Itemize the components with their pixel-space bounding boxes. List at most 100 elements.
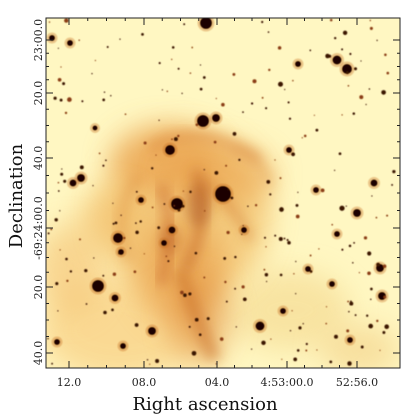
faint-star — [223, 256, 227, 260]
star — [353, 209, 361, 217]
faint-star — [261, 340, 266, 346]
faint-star — [347, 361, 352, 366]
faint-star — [191, 350, 197, 356]
faint-star — [54, 218, 58, 222]
faint-star — [376, 319, 379, 323]
faint-star — [367, 271, 371, 276]
faint-star — [151, 206, 154, 209]
star — [165, 145, 175, 155]
faint-star — [333, 169, 336, 172]
faint-star — [182, 190, 185, 192]
faint-star — [78, 238, 82, 241]
faint-star — [369, 19, 372, 22]
faint-star — [368, 88, 371, 90]
faint-star — [383, 264, 387, 268]
star — [286, 147, 292, 153]
faint-star — [92, 184, 94, 187]
faint-star — [352, 261, 354, 264]
faint-star — [341, 114, 343, 116]
faint-star — [392, 169, 396, 174]
faint-star — [279, 207, 284, 212]
faint-star — [62, 82, 66, 86]
faint-star — [358, 272, 360, 274]
faint-star — [134, 323, 139, 327]
faint-star — [360, 60, 362, 62]
faint-star — [354, 314, 357, 317]
y-tick-label: 23:00.0 — [32, 19, 45, 61]
star — [305, 266, 311, 272]
star — [197, 115, 209, 127]
faint-star — [274, 234, 277, 237]
x-tick-labels: 12.0 08.0 04.0 4:53:00.0 52:56.0 — [57, 376, 378, 389]
faint-star — [283, 237, 286, 240]
faint-star — [157, 226, 161, 230]
faint-star — [349, 52, 352, 56]
faint-star — [341, 248, 344, 251]
faint-star — [386, 71, 390, 75]
faint-star — [381, 90, 386, 95]
faint-star — [91, 72, 93, 75]
faint-star — [221, 102, 225, 107]
faint-star — [81, 100, 84, 103]
faint-star — [158, 62, 161, 65]
faint-star — [188, 325, 191, 328]
y-tick-label: 40.0 — [32, 341, 45, 366]
faint-star — [98, 152, 101, 155]
faint-star — [250, 348, 253, 350]
faint-star — [50, 228, 53, 231]
faint-star — [350, 300, 352, 303]
faint-star — [279, 177, 282, 180]
faint-star — [278, 236, 283, 242]
faint-star — [341, 48, 344, 51]
faint-star — [59, 249, 61, 251]
faint-star — [360, 345, 364, 349]
star — [120, 343, 126, 349]
faint-star — [334, 334, 338, 339]
faint-star — [347, 300, 350, 303]
faint-star — [260, 321, 263, 324]
faint-star — [334, 36, 337, 40]
faint-star — [161, 89, 164, 91]
faint-star — [315, 128, 319, 132]
faint-star — [64, 18, 69, 23]
faint-star — [124, 113, 127, 116]
faint-star — [103, 310, 107, 315]
faint-star — [195, 123, 199, 127]
star — [329, 281, 335, 287]
faint-star — [295, 214, 300, 219]
faint-star — [278, 81, 283, 87]
faint-star — [234, 255, 237, 259]
faint-star — [250, 102, 254, 105]
faint-star — [181, 204, 185, 208]
faint-star — [155, 359, 160, 363]
faint-star — [242, 111, 244, 113]
faint-star — [123, 236, 126, 240]
faint-star — [47, 232, 50, 235]
faint-star — [367, 251, 372, 256]
faint-star — [171, 138, 173, 141]
faint-star — [305, 342, 308, 346]
faint-star — [329, 18, 333, 22]
faint-star — [133, 270, 137, 274]
faint-star — [84, 268, 88, 273]
faint-star — [301, 137, 303, 139]
faint-star — [129, 247, 132, 249]
star — [69, 179, 77, 187]
faint-star — [203, 168, 205, 171]
faint-star — [215, 97, 217, 100]
faint-star — [370, 298, 372, 301]
faint-star — [53, 96, 57, 100]
faint-star — [191, 46, 194, 49]
faint-star — [103, 91, 106, 93]
faint-star — [318, 248, 320, 250]
faint-star — [146, 359, 149, 361]
star — [171, 198, 183, 210]
faint-star — [265, 246, 267, 248]
faint-star — [47, 337, 49, 340]
faint-star — [163, 203, 166, 205]
faint-star — [242, 297, 247, 302]
faint-star — [180, 290, 184, 295]
faint-star — [295, 260, 297, 263]
faint-star — [286, 238, 289, 242]
